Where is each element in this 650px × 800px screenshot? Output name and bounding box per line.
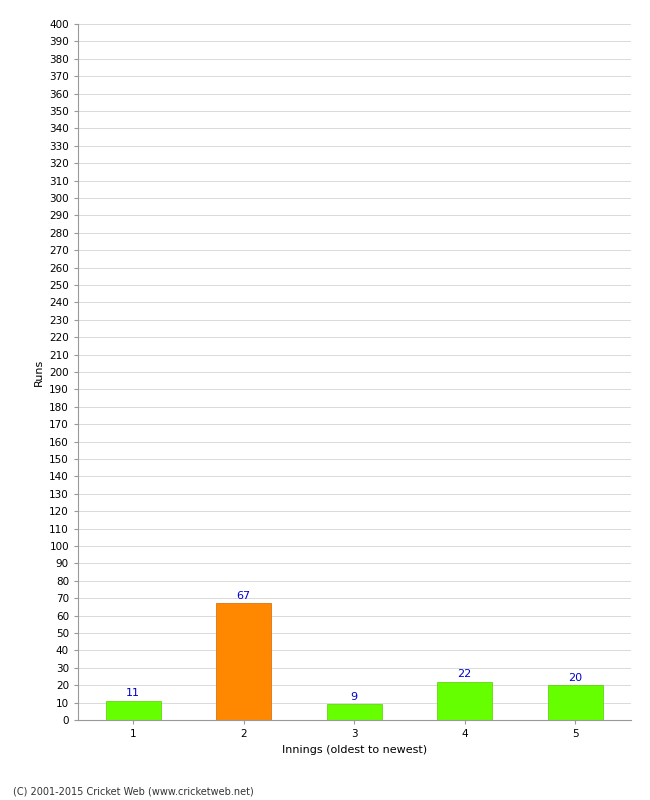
Text: (C) 2001-2015 Cricket Web (www.cricketweb.net): (C) 2001-2015 Cricket Web (www.cricketwe… bbox=[13, 786, 254, 796]
Text: 22: 22 bbox=[458, 669, 472, 679]
Bar bbox=[216, 603, 272, 720]
Y-axis label: Runs: Runs bbox=[34, 358, 44, 386]
Bar bbox=[326, 704, 382, 720]
X-axis label: Innings (oldest to newest): Innings (oldest to newest) bbox=[281, 745, 427, 754]
Text: 11: 11 bbox=[126, 688, 140, 698]
Bar bbox=[437, 682, 493, 720]
Text: 9: 9 bbox=[351, 692, 358, 702]
Bar bbox=[105, 701, 161, 720]
Bar bbox=[547, 685, 603, 720]
Text: 67: 67 bbox=[237, 591, 251, 601]
Text: 20: 20 bbox=[568, 673, 582, 682]
